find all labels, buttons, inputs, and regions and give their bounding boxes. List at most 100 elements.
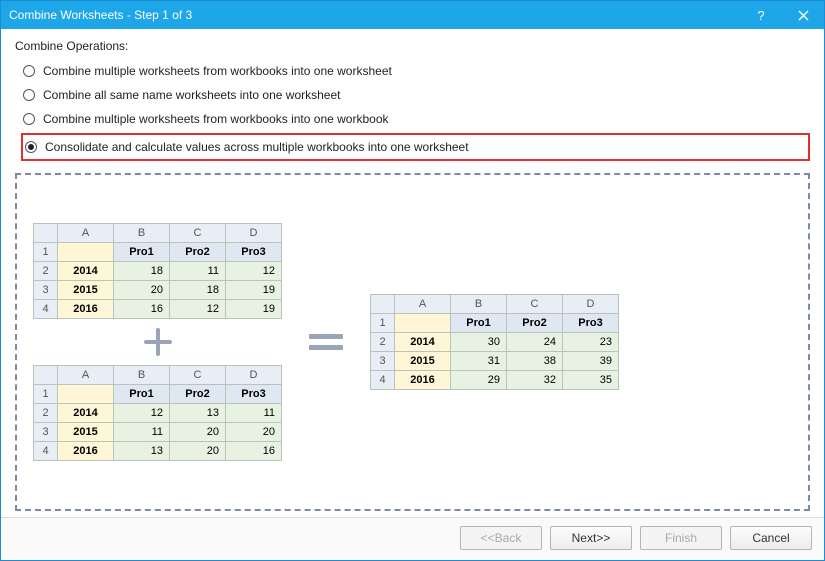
year-cell: 2014: [58, 262, 114, 281]
data-header: Pro2: [507, 314, 563, 333]
row-number: 4: [34, 300, 58, 319]
value-cell: 30: [451, 333, 507, 352]
row-number: 1: [34, 385, 58, 404]
value-cell: 12: [226, 262, 282, 281]
value-cell: 39: [563, 352, 619, 371]
row-number: 2: [371, 333, 395, 352]
value-cell: 16: [114, 300, 170, 319]
year-cell: 2014: [58, 404, 114, 423]
dialog-content: Combine Operations: Combine multiple wor…: [1, 29, 824, 517]
cell-empty: [58, 243, 114, 262]
year-cell: 2014: [395, 333, 451, 352]
value-cell: 29: [451, 371, 507, 390]
year-cell: 2016: [58, 442, 114, 461]
radio-option-4[interactable]: Consolidate and calculate values across …: [23, 135, 808, 159]
value-cell: 20: [170, 423, 226, 442]
col-letter: B: [114, 224, 170, 243]
equals-icon: [306, 327, 346, 357]
row-number: 4: [371, 371, 395, 390]
value-cell: 20: [170, 442, 226, 461]
col-letter: C: [507, 295, 563, 314]
value-cell: 16: [226, 442, 282, 461]
value-cell: 35: [563, 371, 619, 390]
data-header: Pro3: [226, 385, 282, 404]
close-button[interactable]: [782, 1, 824, 29]
data-header: Pro1: [114, 243, 170, 262]
data-header: Pro1: [114, 385, 170, 404]
radio-label: Combine all same name worksheets into on…: [43, 88, 340, 102]
row-number: 2: [34, 262, 58, 281]
preview-inner: ABCD1Pro1Pro2Pro322014181112320152018194…: [33, 189, 792, 495]
preview-area: ABCD1Pro1Pro2Pro322014181112320152018194…: [15, 173, 810, 511]
finish-button[interactable]: Finish: [640, 526, 722, 550]
value-cell: 19: [226, 281, 282, 300]
value-cell: 13: [114, 442, 170, 461]
radio-icon: [23, 113, 35, 125]
year-cell: 2015: [395, 352, 451, 371]
value-cell: 20: [226, 423, 282, 442]
cell-empty: [395, 314, 451, 333]
row-number: 2: [34, 404, 58, 423]
next-button[interactable]: Next>>: [550, 526, 632, 550]
col-letter: C: [170, 366, 226, 385]
value-cell: 20: [114, 281, 170, 300]
value-cell: 11: [114, 423, 170, 442]
data-header: Pro2: [170, 385, 226, 404]
value-cell: 18: [170, 281, 226, 300]
back-button[interactable]: <<Back: [460, 526, 542, 550]
value-cell: 32: [507, 371, 563, 390]
row-number: 3: [34, 423, 58, 442]
radio-icon: [23, 89, 35, 101]
row-number: 1: [371, 314, 395, 333]
value-cell: 38: [507, 352, 563, 371]
col-letter: B: [451, 295, 507, 314]
input-tables-stack: ABCD1Pro1Pro2Pro322014181112320152018194…: [33, 223, 282, 461]
radio-option-1[interactable]: Combine multiple worksheets from workboo…: [21, 59, 810, 83]
col-letter: D: [226, 366, 282, 385]
titlebar: Combine Worksheets - Step 1 of 3 ?: [1, 1, 824, 29]
data-header: Pro1: [451, 314, 507, 333]
sheet-corner: [34, 224, 58, 243]
radio-label: Combine multiple worksheets from workboo…: [43, 112, 389, 126]
col-letter: A: [395, 295, 451, 314]
col-letter: A: [58, 366, 114, 385]
selected-option-highlight: Consolidate and calculate values across …: [21, 133, 810, 161]
data-header: Pro3: [563, 314, 619, 333]
col-letter: A: [58, 224, 114, 243]
plus-icon: [141, 325, 175, 359]
input-table-2: ABCD1Pro1Pro2Pro322014121311320151120204…: [33, 365, 282, 461]
value-cell: 24: [507, 333, 563, 352]
radio-label: Consolidate and calculate values across …: [45, 140, 469, 154]
data-header: Pro2: [170, 243, 226, 262]
year-cell: 2015: [58, 423, 114, 442]
dialog-window: Combine Worksheets - Step 1 of 3 ? Combi…: [0, 0, 825, 561]
radio-option-3[interactable]: Combine multiple worksheets from workboo…: [21, 107, 810, 131]
window-title: Combine Worksheets - Step 1 of 3: [9, 8, 740, 22]
year-cell: 2016: [395, 371, 451, 390]
cell-empty: [58, 385, 114, 404]
row-number: 1: [34, 243, 58, 262]
value-cell: 23: [563, 333, 619, 352]
data-header: Pro3: [226, 243, 282, 262]
radio-option-2[interactable]: Combine all same name worksheets into on…: [21, 83, 810, 107]
cancel-button[interactable]: Cancel: [730, 526, 812, 550]
value-cell: 12: [114, 404, 170, 423]
value-cell: 18: [114, 262, 170, 281]
col-letter: C: [170, 224, 226, 243]
col-letter: D: [563, 295, 619, 314]
result-table: ABCD 1 Pro1Pro2Pro3 22014302423 32015313839 4…: [370, 294, 619, 390]
row-number: 3: [34, 281, 58, 300]
value-cell: 12: [170, 300, 226, 319]
value-cell: 11: [226, 404, 282, 423]
value-cell: 31: [451, 352, 507, 371]
help-button[interactable]: ?: [740, 1, 782, 29]
radio-group: Combine multiple worksheets from workboo…: [21, 59, 810, 161]
radio-label: Combine multiple worksheets from workboo…: [43, 64, 392, 78]
row-number: 4: [34, 442, 58, 461]
row-number: 3: [371, 352, 395, 371]
col-letter: D: [226, 224, 282, 243]
radio-icon: [25, 141, 37, 153]
sheet-corner: [371, 295, 395, 314]
col-letter: B: [114, 366, 170, 385]
radio-icon: [23, 65, 35, 77]
